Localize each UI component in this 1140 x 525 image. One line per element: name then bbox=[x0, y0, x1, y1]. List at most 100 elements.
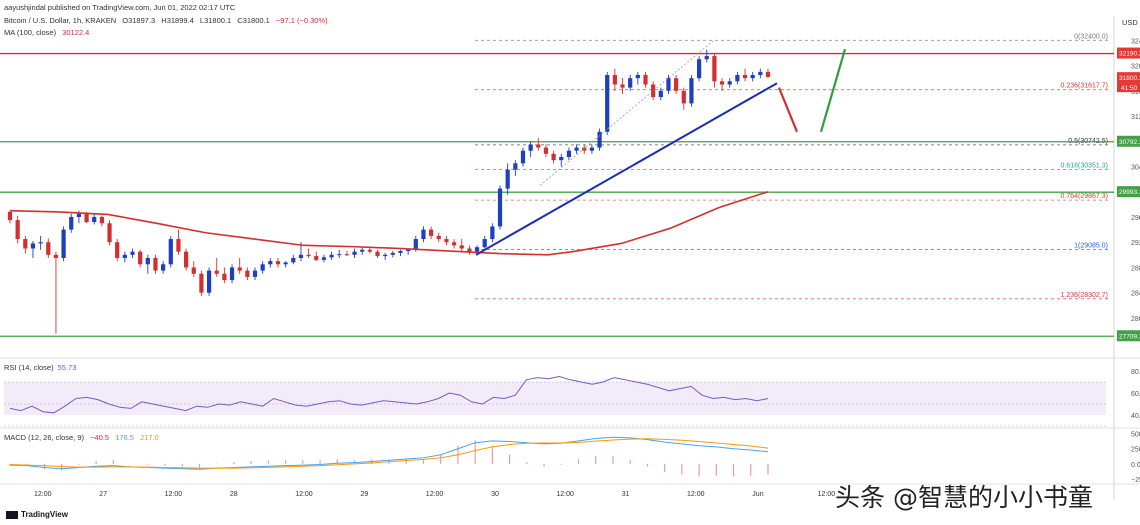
candle-body bbox=[735, 75, 740, 82]
symbol-title: Bitcoin / U.S. Dollar, 1h, KRAKEN bbox=[4, 16, 117, 25]
price-tag bbox=[1117, 135, 1140, 147]
candle-body bbox=[413, 239, 418, 250]
fib-level-label: 1(29085.0) bbox=[1074, 242, 1108, 249]
candle-body bbox=[436, 235, 441, 240]
candle-body bbox=[145, 257, 150, 265]
candle-body bbox=[92, 216, 97, 223]
candle-body bbox=[719, 81, 725, 85]
time-tick-label: 12:00 bbox=[556, 491, 574, 498]
candle-body bbox=[597, 131, 602, 148]
candle-body bbox=[689, 78, 694, 104]
fib-level-label: 1.236(28302.7) bbox=[1061, 292, 1108, 299]
time-tick-label: 12:00 bbox=[818, 491, 836, 498]
time-tick-label: 12:00 bbox=[165, 491, 183, 498]
candle-body bbox=[367, 249, 372, 252]
candle-body bbox=[383, 254, 388, 257]
price-tick-label: 31600.0 bbox=[1131, 89, 1140, 96]
candle-body bbox=[291, 257, 296, 263]
fib-level-label: 0.618(30351.3) bbox=[1061, 163, 1108, 170]
price-tag-label: 32190.2 bbox=[1119, 51, 1140, 58]
candle-body bbox=[474, 247, 480, 252]
candle-body bbox=[138, 251, 143, 265]
candle-body bbox=[183, 251, 189, 268]
macd-tick-label: 500.0 bbox=[1131, 432, 1140, 439]
candle-body bbox=[620, 84, 625, 88]
ohlc-change: −97.1 (−0.30%) bbox=[275, 16, 328, 25]
fib-level-label: 0.764(29867.3) bbox=[1061, 193, 1108, 200]
candle-body bbox=[275, 261, 281, 265]
candle-body bbox=[84, 213, 89, 223]
signal-line bbox=[9, 438, 769, 469]
publisher-line: aayushjindal published on TradingView.co… bbox=[4, 3, 236, 12]
candle-body bbox=[122, 254, 127, 258]
price-tag-label: 29993.1 bbox=[1119, 189, 1140, 196]
rsi-title: RSI (14, close) 55.73 bbox=[4, 363, 77, 372]
candle-body bbox=[237, 267, 242, 271]
candle-body bbox=[191, 267, 196, 274]
candle-body bbox=[635, 75, 640, 79]
price-tick-label: 31200.0 bbox=[1131, 114, 1140, 121]
candle-body bbox=[696, 59, 702, 79]
ma100-line bbox=[9, 190, 769, 256]
candle-body bbox=[222, 273, 227, 281]
price-tick-label: 29600.0 bbox=[1131, 215, 1140, 222]
symbol-line: Bitcoin / U.S. Dollar, 1h, KRAKEN O31897… bbox=[4, 16, 332, 25]
candle-body bbox=[543, 147, 549, 154]
candle-body bbox=[46, 242, 51, 255]
candle-body bbox=[53, 254, 59, 258]
candle-body bbox=[582, 147, 587, 151]
candle-body bbox=[268, 261, 273, 265]
candle-body bbox=[628, 78, 633, 88]
price-tag bbox=[1117, 47, 1140, 59]
ohlc-low: L31800.1 bbox=[199, 16, 232, 25]
candle-body bbox=[329, 254, 334, 258]
candle-body bbox=[7, 211, 13, 221]
ma-value: 30122.4 bbox=[62, 28, 90, 37]
candle-body bbox=[566, 150, 572, 158]
candle-body bbox=[666, 78, 671, 91]
rsi-tick-label: 80.00 bbox=[1131, 369, 1140, 376]
candle-body bbox=[459, 245, 464, 249]
candle-body bbox=[252, 270, 258, 277]
candle-body bbox=[605, 75, 610, 132]
projection-up-line bbox=[819, 48, 847, 133]
macd-line bbox=[9, 436, 769, 470]
time-tick-label: 28 bbox=[230, 491, 238, 498]
time-tick-label: 27 bbox=[99, 491, 107, 498]
candle-body bbox=[161, 264, 166, 271]
candle-body bbox=[115, 242, 120, 258]
candle-body bbox=[750, 75, 755, 79]
candle-body bbox=[130, 251, 135, 255]
macd-tick-label: 0.0 bbox=[1131, 462, 1140, 469]
candle-body bbox=[467, 248, 472, 252]
currency-label: USD bbox=[1122, 18, 1138, 27]
candle-body bbox=[513, 163, 518, 170]
tv-logo-icon bbox=[6, 510, 18, 519]
rsi-tick-label: 60.00 bbox=[1131, 391, 1140, 398]
candle-body bbox=[574, 147, 579, 151]
macd-tick-label: −250.0 bbox=[1131, 477, 1140, 484]
candle-body bbox=[306, 254, 311, 257]
ohlc-high: H31899.4 bbox=[161, 16, 194, 25]
rsi-value: 55.73 bbox=[57, 363, 77, 372]
rsi-line bbox=[9, 375, 769, 414]
price-tag-label: 27709.3 bbox=[1119, 333, 1140, 340]
candle-body bbox=[559, 157, 564, 161]
fib-level-label: 0(32400.0) bbox=[1074, 33, 1108, 40]
candle-body bbox=[337, 254, 342, 256]
watermark: 头条 @智慧的小小书童 bbox=[835, 483, 1093, 512]
candle-body bbox=[429, 229, 434, 236]
candle-body bbox=[612, 75, 617, 85]
candle-body bbox=[30, 243, 36, 249]
candle-body bbox=[69, 216, 74, 230]
candle-body bbox=[283, 262, 288, 265]
candle-body bbox=[314, 256, 319, 260]
candle-body bbox=[344, 254, 349, 256]
candle-body bbox=[643, 75, 648, 85]
candle-body bbox=[536, 144, 541, 148]
tradingview-logo[interactable]: TradingView bbox=[6, 510, 68, 519]
candle-body bbox=[406, 249, 411, 252]
ohlc-close: C31800.1 bbox=[237, 16, 270, 25]
price-tick-label: 30400.0 bbox=[1131, 164, 1140, 171]
